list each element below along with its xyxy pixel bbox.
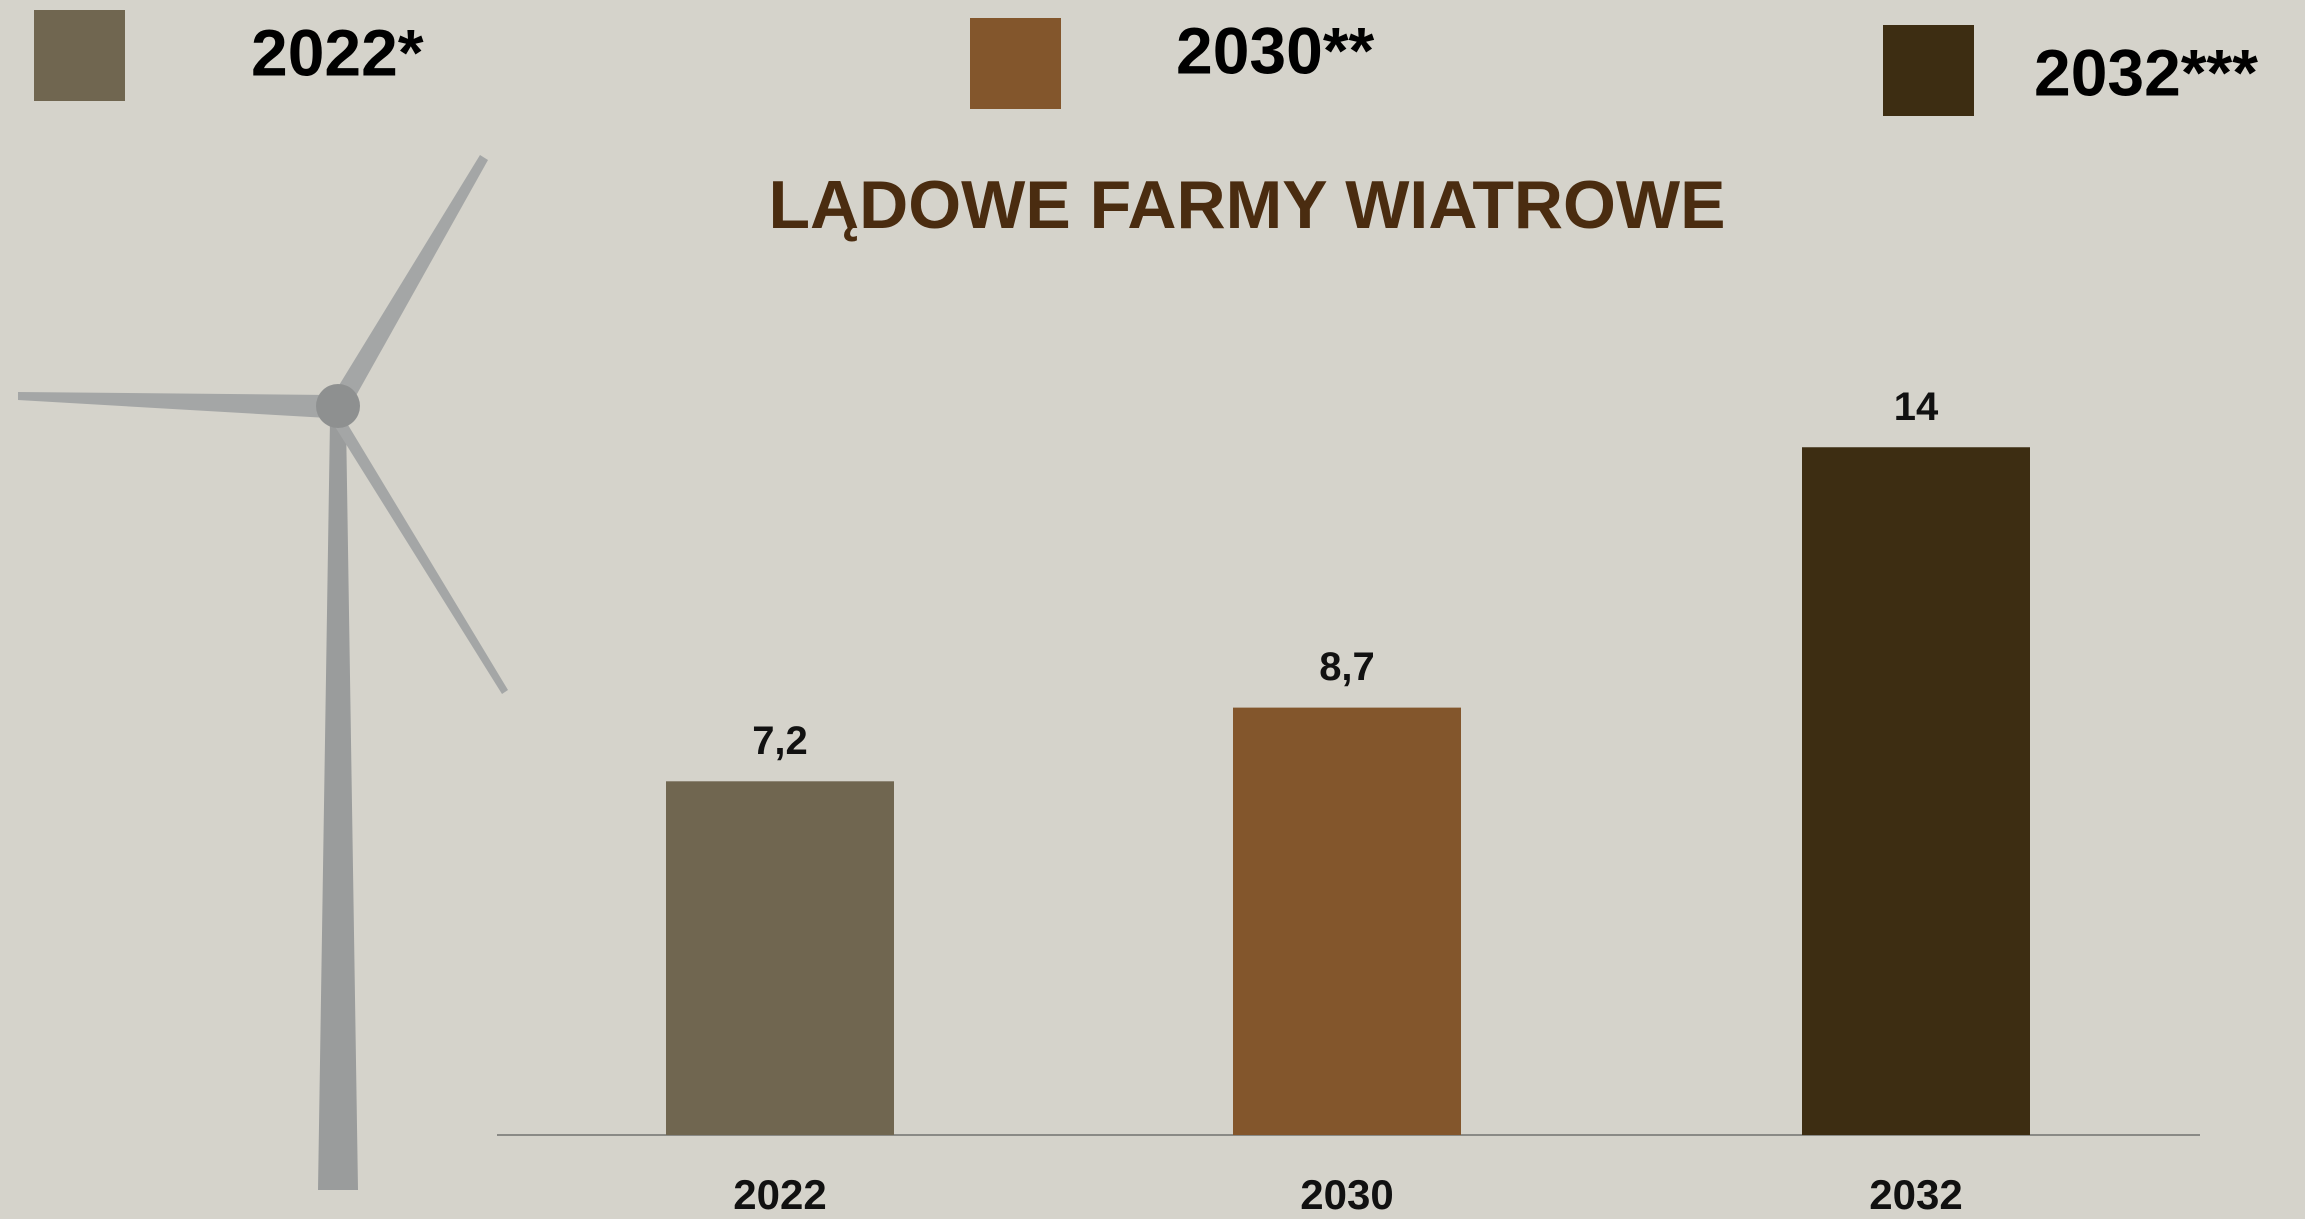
chart-title: LĄDOWE FARMY WIATROWE <box>769 167 1726 243</box>
legend-swatch <box>970 18 1061 109</box>
bar <box>1802 447 2030 1135</box>
legend-swatch <box>34 10 125 101</box>
x-tick-label: 2030 <box>1300 1171 1393 1218</box>
bar <box>666 781 894 1135</box>
legend-label: 2022* <box>251 15 424 89</box>
value-label: 8,7 <box>1319 645 1375 689</box>
bar <box>1233 707 1461 1135</box>
legend-swatch <box>1883 25 1974 116</box>
value-label: 7,2 <box>752 719 808 763</box>
x-tick-label: 2022 <box>733 1171 826 1218</box>
legend-label: 2030** <box>1176 13 1375 87</box>
value-label: 14 <box>1894 385 1939 429</box>
wind-turbine <box>18 155 508 1190</box>
x-tick-label: 2032 <box>1869 1171 1962 1218</box>
legend-label: 2032*** <box>2034 35 2258 109</box>
